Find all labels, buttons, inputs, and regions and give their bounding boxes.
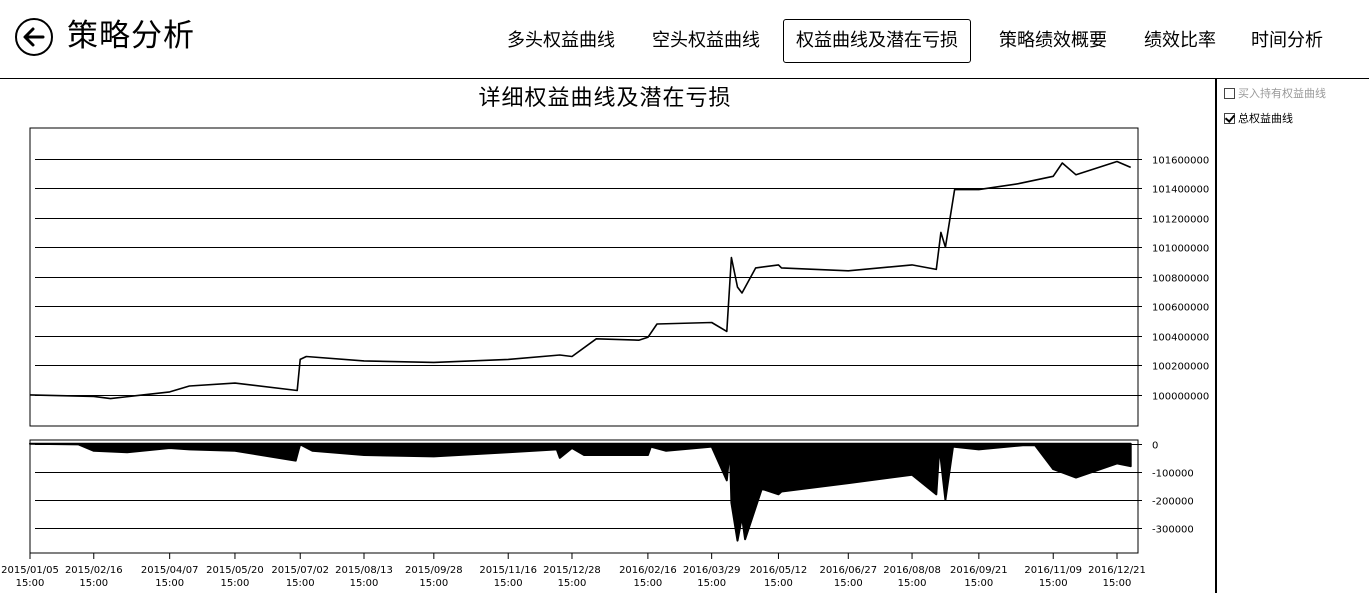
equity-ytick-label-5: 101000000 [1152, 244, 1209, 255]
x-tick-date-3: 2015/05/20 [206, 565, 264, 576]
equity-ytick-label-1: 100200000 [1152, 362, 1209, 373]
drawdown-ytick-label-3: -300000 [1152, 525, 1194, 536]
equity-panel: 100000000 100200000 100400000 100600000 1008… [30, 128, 1209, 426]
total-equity-label: 总权益曲线 [1238, 112, 1293, 125]
x-tick-time-12: 15:00 [834, 578, 863, 589]
buy-hold-checkbox[interactable] [1224, 88, 1235, 99]
equity-ytick-label-0: 100000000 [1152, 392, 1209, 403]
equity-line [30, 162, 1131, 399]
x-tick-time-16: 15:00 [1103, 578, 1132, 589]
x-tick-date-6: 2015/09/28 [405, 565, 463, 576]
total-equity-checkbox[interactable] [1224, 113, 1235, 124]
drawdown-panel: 0 -100000 -200000 -300000 [30, 440, 1194, 553]
drawdown-frame [30, 440, 1138, 553]
x-tick-date-11: 2016/05/12 [750, 565, 808, 576]
equity-drawdown-chart: 100000000 100200000 100400000 100600000 1008… [0, 0, 1210, 593]
x-tick-date-7: 2015/11/16 [479, 565, 537, 576]
x-tick-time-5: 15:00 [350, 578, 379, 589]
x-tick-time-8: 15:00 [558, 578, 587, 589]
x-tick-time-15: 15:00 [1039, 578, 1068, 589]
x-tick-time-7: 15:00 [494, 578, 523, 589]
drawdown-ytick-label-1: -100000 [1152, 469, 1194, 480]
x-tick-date-2: 2015/04/07 [141, 565, 199, 576]
x-tick-date-4: 2015/07/02 [271, 565, 329, 576]
x-tick-time-4: 15:00 [286, 578, 315, 589]
x-tick-date-0: 2015/01/05 [1, 565, 59, 576]
x-tick-time-11: 15:00 [764, 578, 793, 589]
panel-divider [1215, 78, 1217, 593]
x-tick-date-5: 2015/08/13 [335, 565, 393, 576]
buy-hold-option[interactable]: 买入持有权益曲线 [1224, 87, 1326, 100]
x-tick-date-16: 2016/12/21 [1088, 565, 1146, 576]
x-tick-time-10: 15:00 [697, 578, 726, 589]
drawdown-ytick-label-0: 0 [1152, 441, 1158, 452]
equity-ytick-label-8: 101600000 [1152, 156, 1209, 167]
x-axis: 2015/01/05 15:00 2015/02/16 15:00 2015/04/07… [1, 553, 1146, 589]
equity-ytick-label-7: 101400000 [1152, 185, 1209, 196]
buy-hold-label: 买入持有权益曲线 [1238, 87, 1326, 100]
equity-ytick-label-4: 100800000 [1152, 274, 1209, 285]
x-tick-date-12: 2016/06/27 [819, 565, 877, 576]
x-tick-date-1: 2015/02/16 [65, 565, 123, 576]
x-tick-time-2: 15:00 [155, 578, 184, 589]
x-tick-time-13: 15:00 [898, 578, 927, 589]
drawdown-area [30, 444, 1131, 541]
x-tick-date-15: 2016/11/09 [1024, 565, 1082, 576]
x-tick-date-10: 2016/03/29 [683, 565, 741, 576]
total-equity-option[interactable]: 总权益曲线 [1224, 112, 1293, 125]
tab-time-analysis[interactable]: 时间分析 [1251, 28, 1323, 54]
equity-ytick-label-2: 100400000 [1152, 333, 1209, 344]
x-tick-time-3: 15:00 [221, 578, 250, 589]
x-tick-time-6: 15:00 [419, 578, 448, 589]
x-tick-date-14: 2016/09/21 [950, 565, 1008, 576]
drawdown-ytick-label-2: -200000 [1152, 497, 1194, 508]
equity-ytick-label-6: 101200000 [1152, 215, 1209, 226]
x-tick-date-13: 2016/08/08 [883, 565, 941, 576]
x-tick-time-9: 15:00 [633, 578, 662, 589]
x-tick-time-1: 15:00 [79, 578, 108, 589]
x-tick-date-8: 2015/12/28 [543, 565, 601, 576]
x-tick-time-0: 15:00 [16, 578, 45, 589]
x-tick-time-14: 15:00 [964, 578, 993, 589]
x-tick-date-9: 2016/02/16 [619, 565, 677, 576]
equity-ytick-label-3: 100600000 [1152, 303, 1209, 314]
